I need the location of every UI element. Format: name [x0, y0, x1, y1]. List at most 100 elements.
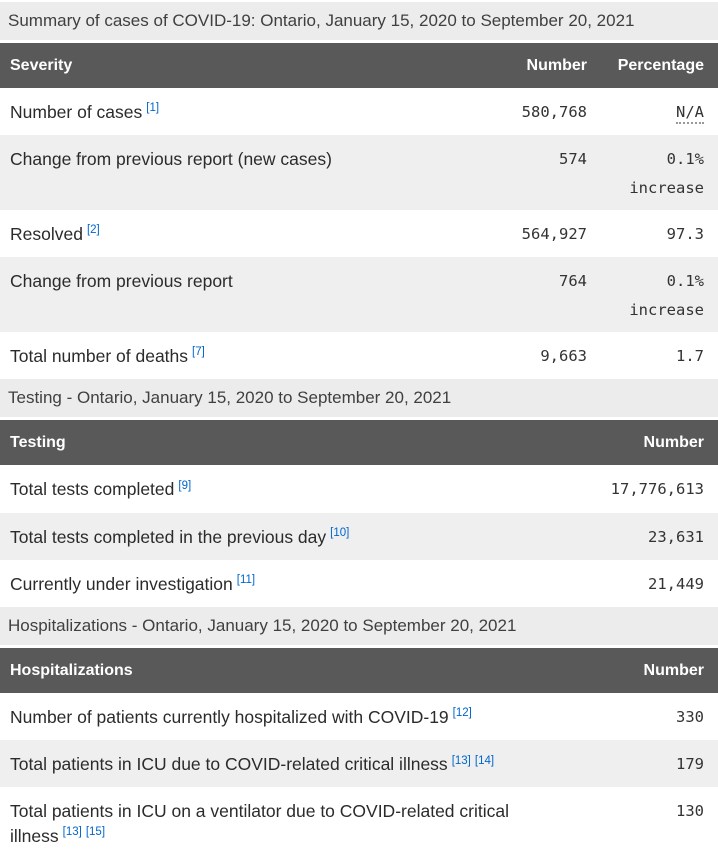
footnote-ref: [14]: [475, 755, 494, 767]
footnote-ref-link[interactable]: [2]: [86, 224, 100, 237]
table-row: Total number of deaths [7] 9,663 1.7: [0, 332, 718, 379]
row-label-cell: Number of patients currently hospitalize…: [0, 693, 588, 740]
footnote-ref: [2]: [86, 224, 100, 237]
number-cell: 330: [676, 708, 704, 727]
row-label: Total number of deaths: [10, 346, 189, 367]
number-cell: 23,631: [648, 527, 704, 546]
row-label: Currently under investigation: [10, 573, 233, 594]
table-row: Change from previous report (new cases) 5…: [0, 135, 718, 211]
number-cell: 574: [559, 150, 587, 169]
severity-section: Summary of cases of COVID-19: Ontario, J…: [0, 2, 718, 379]
row-label: Total tests completed: [10, 479, 175, 500]
table-body: Number of cases [1] 580,768 N/A Change from …: [0, 88, 718, 379]
row-label-cell: Currently under investigation [11]: [0, 560, 588, 607]
testing-table: Testing Number Total tests completed [9] 17,…: [0, 420, 718, 607]
column-header-percentage: Percentage: [601, 43, 718, 89]
table-header: Severity Number Percentage: [0, 43, 718, 89]
footnote-ref: [13]: [452, 755, 471, 767]
hospitalizations-section: Hospitalizations - Ontario, January 15, …: [0, 606, 718, 859]
number-cell: 9,663: [540, 347, 587, 366]
table-row: Currently under investigation [11] 21,449: [0, 560, 718, 607]
footnote-ref-link[interactable]: [13]: [62, 825, 82, 838]
row-label: Change from previous report (new cases): [10, 149, 332, 170]
percentage-value: 0.1%: [666, 150, 704, 169]
footnote-ref-link[interactable]: [9]: [178, 479, 192, 492]
footnote-ref-link[interactable]: [12]: [452, 707, 472, 720]
number-cell: 580,768: [521, 103, 587, 122]
footnote-ref: [11]: [237, 574, 255, 586]
table-row: Resolved [2] 564,927 97.3: [0, 210, 718, 257]
row-label: Total patients in ICU due to COVID-relat…: [10, 754, 448, 775]
row-label-cell: Total patients in ICU due to COVID-relat…: [0, 740, 588, 787]
row-label: Change from previous report: [10, 271, 233, 292]
footnote-ref: [7]: [192, 346, 205, 358]
row-label-cell: Resolved [2]: [0, 210, 441, 257]
footnote-ref: [12]: [452, 707, 472, 720]
table-row: Total patients in ICU due to COVID-relat…: [0, 740, 718, 788]
percentage-value: 97.3: [666, 225, 704, 244]
table-body: Total tests completed [9] 17,776,613 Total …: [0, 465, 718, 606]
row-label-cell: Total tests completed in the previous da…: [0, 513, 588, 560]
row-label: Number of patients currently hospitalize…: [10, 707, 449, 728]
column-header-number: Number: [441, 43, 601, 89]
table-caption: Summary of cases of COVID-19: Ontario, J…: [0, 2, 718, 41]
number-cell: 130: [676, 802, 704, 821]
footnote-ref-link[interactable]: [1]: [146, 102, 160, 115]
severity-table: Severity Number Percentage Number of cases[…: [0, 43, 718, 379]
footnote-ref: [10]: [330, 527, 349, 539]
footnote-ref-link[interactable]: [7]: [192, 346, 205, 359]
table-row: Change from previous report 764 0.1% increa…: [0, 257, 718, 333]
footnote-ref-link[interactable]: [14]: [474, 754, 495, 767]
table-header: Testing Number: [0, 420, 718, 466]
footnote-ref: [1]: [146, 102, 160, 115]
percentage-value: 1.7: [676, 347, 704, 366]
testing-section: Testing - Ontario, January 15, 2020 to S…: [0, 379, 718, 607]
row-label-cell: Total number of deaths [7]: [0, 332, 441, 379]
percentage-value: 0.1%: [666, 272, 704, 291]
table-header: Hospitalizations Number: [0, 648, 718, 694]
table-body: Number of patients currently hospitalize…: [0, 693, 718, 859]
footnote-ref-link[interactable]: [11]: [236, 573, 256, 586]
column-header-severity: Severity: [0, 43, 441, 89]
column-header-number: Number: [588, 648, 718, 694]
column-header-number: Number: [588, 420, 718, 466]
percentage-cell: 1.7: [601, 332, 718, 379]
row-label-cell: Number of cases [1]: [0, 88, 441, 135]
table-caption: Hospitalizations - Ontario, January 15, …: [0, 606, 718, 645]
footnote-ref: [15]: [86, 826, 105, 838]
percentage-cell: 97.3: [601, 210, 718, 257]
row-label-cell: Total tests completed [9]: [0, 465, 588, 512]
header-row: Testing Number: [0, 420, 718, 466]
hospitalizations-table: Hospitalizations Number Number of patients…: [0, 648, 718, 859]
not-applicable-abbr: N/A: [676, 103, 704, 125]
footnote-ref-link[interactable]: [15]: [85, 825, 106, 838]
footnote-ref-link[interactable]: [13]: [451, 754, 471, 767]
row-label-cell: Total patients in ICU on a ventilator du…: [0, 787, 588, 858]
number-cell: 21,449: [648, 574, 704, 593]
header-row: Severity Number Percentage: [0, 43, 718, 89]
footnote-ref: [13]: [63, 826, 82, 838]
table-row: Number of patients currently hospitalize…: [0, 693, 718, 740]
percentage-cell: 0.1% increase: [601, 257, 718, 332]
percentage-cell: 0.1% increase: [601, 135, 718, 210]
percentage-suffix: increase: [629, 300, 704, 319]
table-row: Total patients in ICU on a ventilator du…: [0, 787, 718, 858]
footnote-ref-link[interactable]: [10]: [330, 526, 350, 539]
row-label: Resolved: [10, 224, 83, 245]
header-row: Hospitalizations Number: [0, 648, 718, 694]
table-row: Total tests completed in the previous da…: [0, 512, 718, 560]
number-cell: 17,776,613: [610, 480, 704, 499]
number-cell: 564,927: [521, 225, 587, 244]
number-cell: 179: [676, 755, 704, 774]
column-header-hospitalizations: Hospitalizations: [0, 648, 588, 694]
footnote-ref: [9]: [178, 480, 191, 492]
percentage-suffix: increase: [629, 178, 704, 197]
row-label-cell: Change from previous report (new cases): [0, 135, 441, 210]
row-label-cell: Change from previous report: [0, 257, 441, 332]
percentage-cell: N/A: [601, 88, 718, 135]
row-label: Number of cases: [10, 102, 143, 123]
row-label: Total tests completed in the previous da…: [10, 526, 327, 547]
number-cell: 764: [559, 272, 587, 291]
table-row: Total tests completed [9] 17,776,613: [0, 465, 718, 512]
